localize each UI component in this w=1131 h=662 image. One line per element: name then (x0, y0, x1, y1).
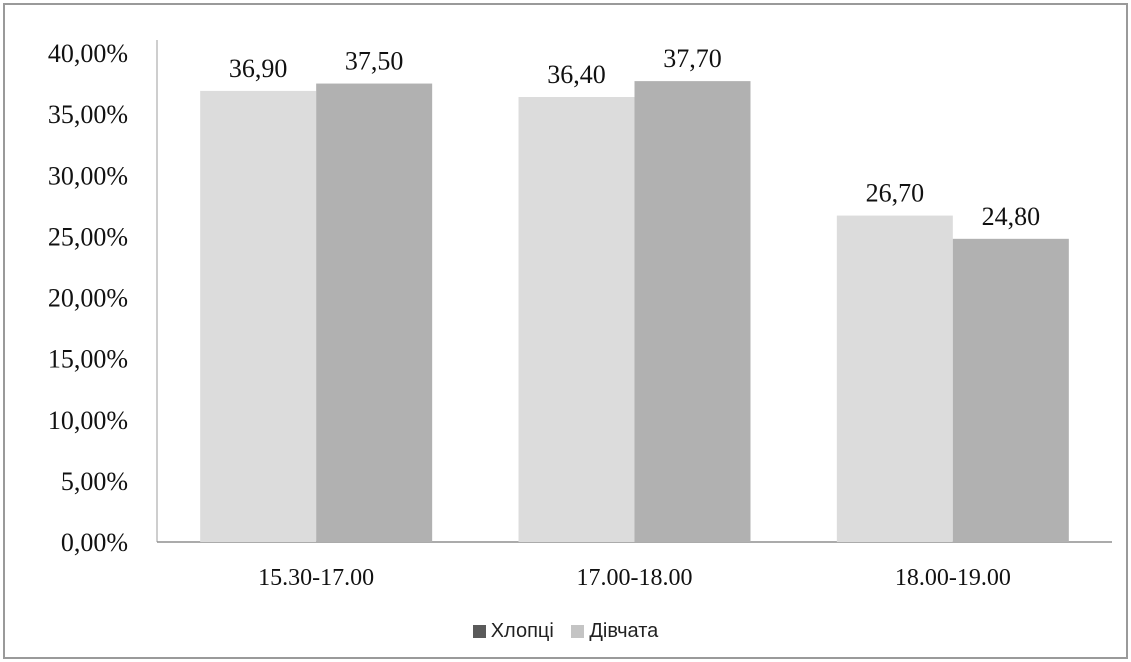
bar-girls (518, 97, 635, 542)
x-tick-label: 17.00-18.00 (577, 565, 693, 591)
data-label: 26,70 (866, 179, 925, 208)
legend-swatch-boys (472, 625, 486, 638)
y-tick-label: 30,00% (48, 161, 128, 190)
bar-girls (836, 215, 953, 542)
y-tick-label: 40,00% (48, 39, 128, 68)
y-tick-label: 10,00% (48, 406, 128, 435)
x-tick-label: 15.30-17.00 (258, 565, 374, 591)
legend-label-girls: Дівчата (589, 620, 659, 642)
data-label: 24,80 (982, 202, 1041, 231)
y-tick-label: 25,00% (48, 222, 128, 251)
y-tick-label: 20,00% (48, 284, 128, 313)
legend-item-boys: Хлопці (472, 620, 554, 643)
data-label: 37,70 (663, 44, 722, 73)
data-label: 37,50 (345, 47, 404, 76)
data-label: 36,40 (547, 60, 606, 89)
bar-boys (952, 238, 1069, 542)
data-label: 36,90 (229, 54, 288, 83)
legend: Хлопці Дівчата (0, 620, 1131, 644)
y-tick-label: 0,00% (61, 528, 128, 557)
y-tick-label: 15,00% (48, 345, 128, 374)
bar-boys (634, 81, 751, 543)
bar-boys (316, 83, 433, 542)
x-tick-label: 18.00-19.00 (895, 565, 1011, 591)
legend-swatch-girls (571, 625, 585, 638)
y-tick-label: 5,00% (61, 467, 128, 496)
bar-girls (200, 90, 317, 543)
y-tick-label: 35,00% (48, 100, 128, 129)
legend-label-boys: Хлопці (490, 620, 554, 642)
legend-item-girls: Дівчата (571, 620, 658, 643)
